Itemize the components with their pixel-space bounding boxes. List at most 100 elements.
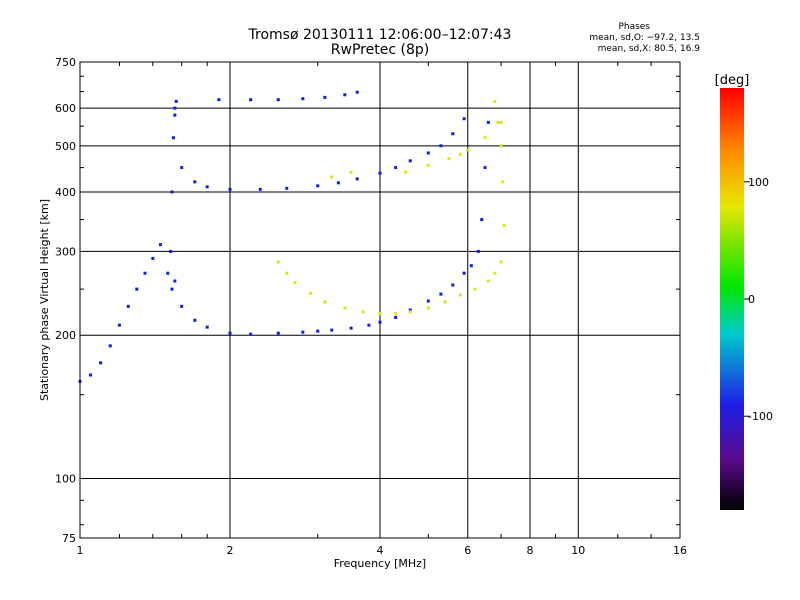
o-mode-point <box>301 330 305 334</box>
x-mode-point <box>378 312 382 316</box>
x-mode-point <box>361 310 365 314</box>
x-mode-point <box>466 148 470 152</box>
o-mode-point <box>170 190 174 194</box>
o-mode-point <box>480 218 484 222</box>
x-mode-point <box>394 312 398 316</box>
x-mode-point <box>426 306 430 310</box>
o-mode-point <box>301 97 305 101</box>
x-axis-label: Frequency [MHz] <box>334 557 426 570</box>
o-mode-point <box>205 185 209 189</box>
x-mode-point <box>499 144 503 148</box>
o-mode-point <box>166 271 170 275</box>
o-mode-point <box>439 292 443 296</box>
y-tick-label: 300 <box>55 245 76 258</box>
x-mode-point <box>483 136 487 140</box>
x-mode-point <box>285 271 289 275</box>
x-tick-label: 6 <box>464 544 471 557</box>
y-tick-label: 100 <box>55 473 76 486</box>
x-mode-point <box>502 224 506 228</box>
x-mode-point <box>501 180 505 184</box>
colorbar-tick-label: 100 <box>748 176 769 189</box>
x-tick-label: 10 <box>571 544 585 557</box>
y-tick-label: 750 <box>55 56 76 69</box>
x-mode-point <box>330 175 334 179</box>
stats-x-mode: mean, sd,X: 80.5, 16.9 <box>597 44 700 54</box>
o-mode-point <box>408 308 412 312</box>
chart-title: Tromsø 20130111 12:06:00–12:07:43 <box>248 27 512 43</box>
y-tick-label: 600 <box>55 102 76 115</box>
o-mode-point <box>394 315 398 319</box>
colorbar <box>720 88 744 510</box>
x-mode-point <box>473 287 477 291</box>
o-mode-point <box>451 132 455 136</box>
o-mode-point <box>426 151 430 155</box>
y-tick-label: 500 <box>55 140 76 153</box>
x-tick-label: 16 <box>673 544 687 557</box>
o-mode-point <box>343 93 347 97</box>
stats-header: Phases <box>618 22 650 32</box>
o-mode-point <box>316 184 320 188</box>
o-mode-point <box>323 95 327 99</box>
y-tick-label: 75 <box>62 532 76 545</box>
o-mode-point <box>217 98 221 102</box>
o-mode-point <box>169 249 173 253</box>
y-axis-label: Stationary phase Virtual Height [km] <box>38 199 51 401</box>
x-mode-point <box>426 163 430 167</box>
x-mode-point <box>486 279 490 283</box>
o-mode-point <box>378 171 382 175</box>
o-mode-point <box>336 181 340 185</box>
o-mode-point <box>180 166 184 170</box>
o-mode-point <box>451 283 455 287</box>
x-mode-point <box>493 99 497 103</box>
x-mode-point <box>458 152 462 156</box>
o-mode-point <box>180 304 184 308</box>
o-mode-point <box>462 271 466 275</box>
o-mode-point <box>173 279 177 283</box>
o-mode-point <box>426 299 430 303</box>
x-mode-point <box>343 306 347 310</box>
x-tick-label: 4 <box>377 544 384 557</box>
colorbar-tick-label: 0 <box>748 293 755 306</box>
o-mode-point <box>486 120 490 124</box>
o-mode-point <box>158 243 162 247</box>
x-mode-point <box>308 291 312 295</box>
o-mode-point <box>174 99 178 103</box>
colorbar-tick-label: -100 <box>748 410 773 423</box>
x-tick-label: 2 <box>227 544 234 557</box>
o-mode-point <box>193 318 197 322</box>
o-mode-point <box>367 323 371 327</box>
y-tick-label: 400 <box>55 186 76 199</box>
x-mode-point <box>408 310 412 314</box>
x-mode-point <box>293 281 297 285</box>
x-mode-point <box>499 120 503 124</box>
o-mode-point <box>258 187 262 191</box>
o-mode-point <box>394 166 398 170</box>
o-mode-point <box>99 361 103 365</box>
x-mode-point <box>349 170 353 174</box>
o-mode-point <box>249 98 253 102</box>
x-mode-point <box>458 293 462 297</box>
o-mode-point <box>228 187 232 191</box>
x-mode-point <box>447 157 451 161</box>
o-mode-point <box>193 180 197 184</box>
o-mode-point <box>276 331 280 335</box>
o-mode-point <box>143 271 147 275</box>
x-mode-point <box>403 170 407 174</box>
o-mode-point <box>355 90 359 94</box>
x-tick-label: 1 <box>77 544 84 557</box>
o-mode-point <box>151 256 155 260</box>
o-mode-point <box>483 166 487 170</box>
o-mode-point <box>462 117 466 121</box>
o-mode-point <box>408 159 412 163</box>
x-mode-point <box>323 300 327 304</box>
x-mode-point <box>499 260 503 264</box>
o-mode-point <box>316 329 320 333</box>
x-mode-point <box>493 271 497 275</box>
o-mode-point <box>439 144 443 148</box>
o-mode-point <box>171 136 175 140</box>
o-mode-point <box>355 177 359 181</box>
o-mode-point <box>249 332 253 336</box>
o-mode-point <box>108 344 112 348</box>
x-tick-label: 8 <box>527 544 534 557</box>
